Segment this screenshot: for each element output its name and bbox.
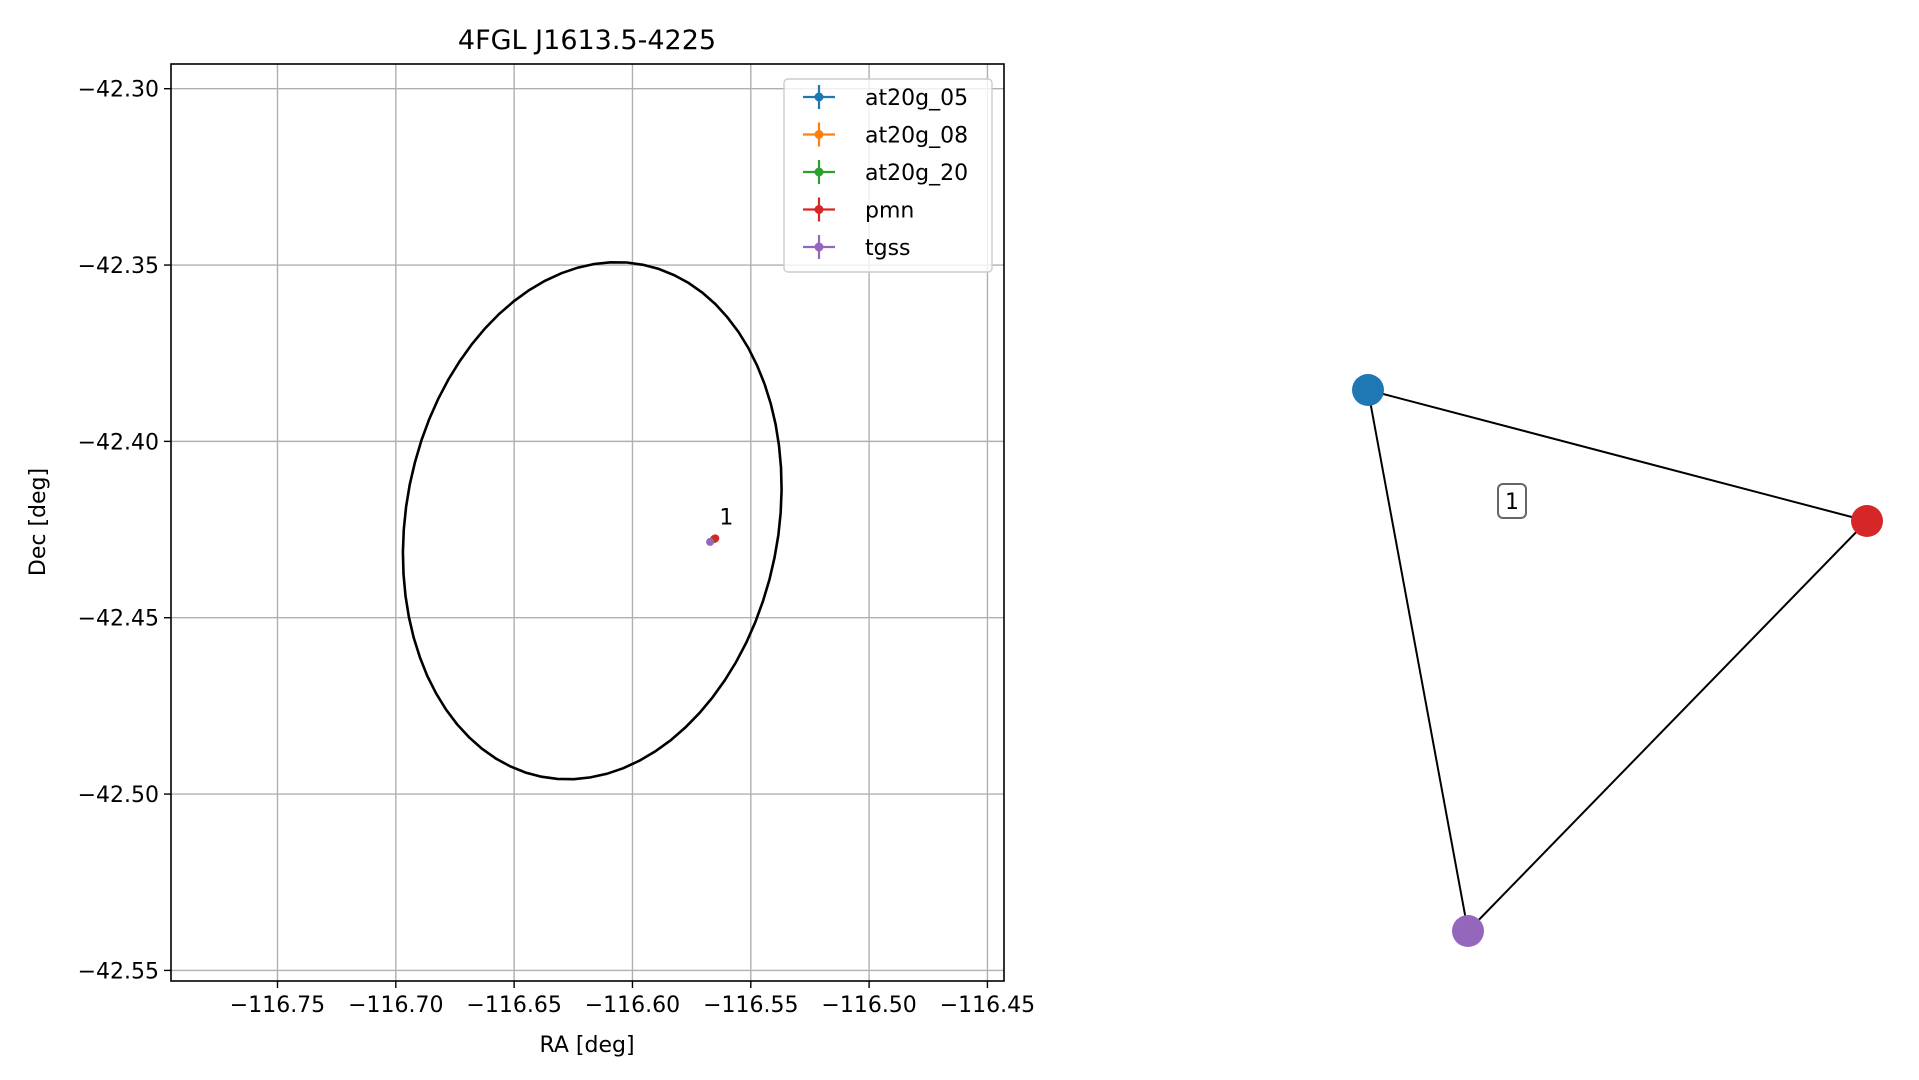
plot-frame <box>170 63 1005 982</box>
graph-node-tgss <box>1452 915 1484 947</box>
graph-edge <box>1467 520 1868 932</box>
error-ellipse <box>401 260 783 781</box>
x-tick-label: −116.60 <box>585 993 680 1018</box>
x-ticks: −116.75 −116.70 −116.65 −116.60 −116.55 −116.… <box>230 981 1035 1018</box>
graph-edge <box>1367 389 1868 522</box>
chart-title: 4FGL J1613.5-4225 <box>458 25 716 56</box>
grid <box>171 64 1004 981</box>
legend-marker-dot <box>814 205 824 214</box>
graph-label-text: 1 <box>1505 490 1519 515</box>
y-tick-label: −42.55 <box>78 959 159 984</box>
legend-entry-at20g_05: at20g_05 <box>803 85 968 111</box>
y-tick-label: −42.30 <box>78 78 159 103</box>
legend-marker-dot <box>814 242 824 252</box>
x-tick-label: −116.55 <box>703 993 798 1018</box>
x-tick-label: −116.70 <box>348 993 443 1018</box>
legend-label: at20g_20 <box>865 161 968 186</box>
legend-frame <box>783 78 993 273</box>
y-tick-label: −42.50 <box>78 783 159 808</box>
legend-entry-tgss: tgss <box>803 235 911 261</box>
legend-entry-at20g_20: at20g_20 <box>803 160 968 186</box>
legend-label: pmn <box>865 199 914 224</box>
legend-marker-dot <box>814 130 824 139</box>
y-tick-label: −42.40 <box>78 430 159 455</box>
y-ticks: −42.30 −42.35 −42.40 −42.45 −42.50 −42.55 <box>78 78 171 984</box>
legend-label: at20g_05 <box>865 86 968 111</box>
graph-label-box <box>1497 483 1527 519</box>
point-annotation: 1 <box>719 505 733 530</box>
sky-plot: 1 −116.75 −116.70 −116.65 −116.60 −116.55 −11… <box>26 25 1035 1058</box>
legend-marker-dot <box>814 167 824 177</box>
legend-entry-pmn: pmn <box>803 197 914 224</box>
graph-label: 1 <box>1497 483 1527 519</box>
graph-node-at20g <box>1352 374 1384 406</box>
graph-node-pmn <box>1851 505 1883 537</box>
graph-edge <box>1367 389 1469 932</box>
legend-label: at20g_08 <box>865 124 968 149</box>
x-tick-label: −116.45 <box>940 993 1035 1018</box>
y-tick-label: −42.35 <box>78 254 159 279</box>
legend-marker-dot <box>814 92 824 102</box>
x-tick-label: −116.65 <box>466 993 561 1018</box>
x-tick-label: −116.75 <box>230 993 325 1018</box>
legend-entry-at20g_08: at20g_08 <box>803 122 968 149</box>
y-tick-label: −42.45 <box>78 607 159 632</box>
point-tgss <box>706 537 715 546</box>
x-axis-label: RA [deg] <box>539 1033 634 1058</box>
error-ellipse-group <box>401 260 783 781</box>
x-tick-label: −116.50 <box>821 993 916 1018</box>
association-graph: 1 <box>1352 374 1883 947</box>
legend-label: tgss <box>865 236 911 261</box>
source-points <box>706 534 720 546</box>
y-axis-label: Dec [deg] <box>26 468 51 576</box>
annotations: 1 <box>719 505 733 530</box>
